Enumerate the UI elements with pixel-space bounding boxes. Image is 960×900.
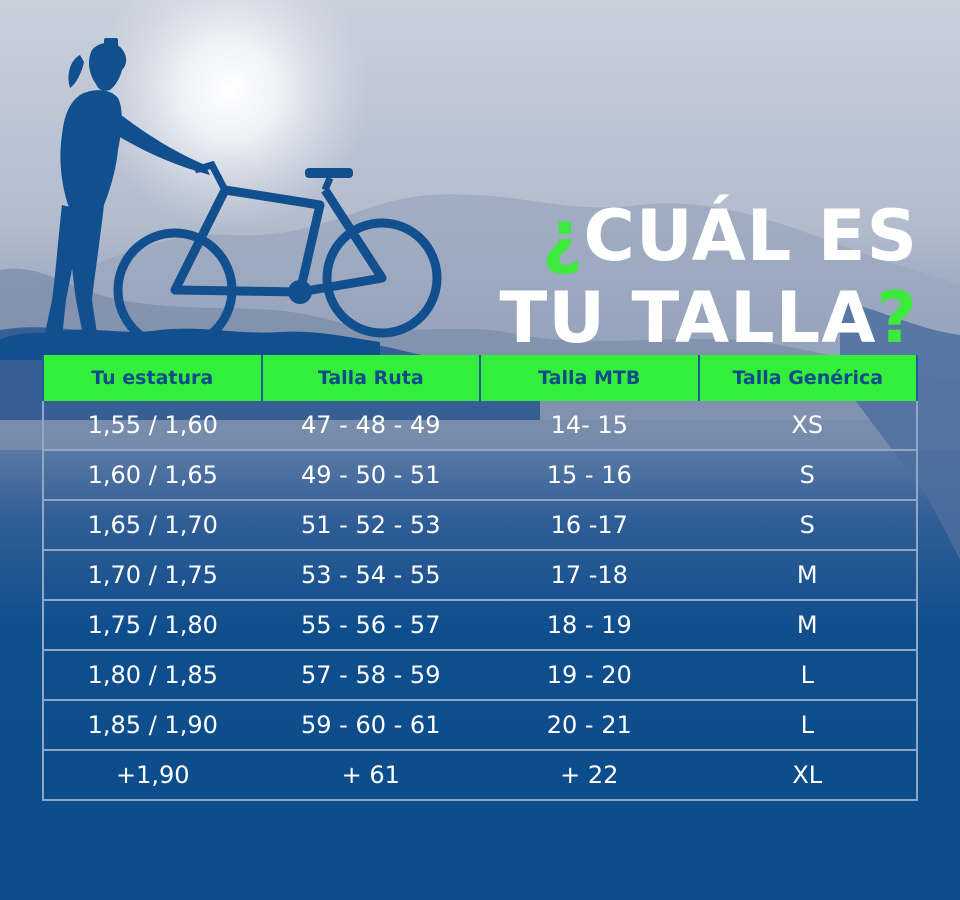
cell-estatura: +1,90 (42, 750, 262, 801)
cell-generica: XL (698, 750, 918, 801)
cell-generica: M (698, 550, 918, 601)
inverted-question-mark: ¿ (541, 195, 584, 277)
cell-estatura: 1,55 / 1,60 (42, 401, 262, 451)
cell-mtb: 15 - 16 (480, 450, 699, 501)
table-row: 1,55 / 1,60 47 - 48 - 49 14- 15 XS (42, 401, 918, 451)
cell-mtb: 19 - 20 (480, 650, 699, 701)
cell-generica: L (698, 700, 918, 751)
cell-estatura: 1,70 / 1,75 (42, 550, 262, 601)
title-line-2-text: TU TALLA (499, 277, 877, 359)
cell-generica: XS (698, 401, 918, 451)
cell-ruta: 47 - 48 - 49 (261, 401, 480, 451)
cell-generica: M (698, 600, 918, 651)
title-line-2: TU TALLA? (500, 277, 918, 359)
cell-mtb: 14- 15 (480, 401, 699, 451)
cyclist-with-bike-silhouette (0, 38, 442, 360)
cell-ruta: 49 - 50 - 51 (261, 450, 480, 501)
cell-ruta: 59 - 60 - 61 (261, 700, 480, 751)
cell-estatura: 1,85 / 1,90 (42, 700, 262, 751)
table-row: 1,65 / 1,70 51 - 52 - 53 16 -17 S (42, 500, 918, 551)
title-line-1: ¿CUÁL ES (500, 195, 918, 277)
cell-mtb: 16 -17 (480, 500, 699, 551)
cell-generica: L (698, 650, 918, 701)
cell-ruta: 57 - 58 - 59 (261, 650, 480, 701)
table-row: 1,70 / 1,75 53 - 54 - 55 17 -18 M (42, 550, 918, 601)
table-row: 1,75 / 1,80 55 - 56 - 57 18 - 19 M (42, 600, 918, 651)
sun-glow (90, 0, 370, 230)
size-chart-table: Tu estatura Talla Ruta Talla MTB Talla G… (42, 355, 918, 801)
table-header-row: Tu estatura Talla Ruta Talla MTB Talla G… (42, 355, 918, 401)
cell-mtb: 17 -18 (480, 550, 699, 601)
table-row: 1,80 / 1,85 57 - 58 - 59 19 - 20 L (42, 650, 918, 701)
cell-estatura: 1,65 / 1,70 (42, 500, 262, 551)
cell-estatura: 1,75 / 1,80 (42, 600, 262, 651)
cell-estatura: 1,80 / 1,85 (42, 650, 262, 701)
header-talla-generica: Talla Genérica (697, 355, 918, 401)
cell-ruta: 53 - 54 - 55 (261, 550, 480, 601)
title-line-1-text: CUÁL ES (583, 195, 918, 277)
cell-ruta: 51 - 52 - 53 (261, 500, 480, 551)
cell-generica: S (698, 450, 918, 501)
question-mark: ? (876, 277, 918, 359)
cell-ruta: 55 - 56 - 57 (261, 600, 480, 651)
header-tu-estatura: Tu estatura (42, 355, 263, 401)
header-talla-ruta: Talla Ruta (260, 355, 481, 401)
table-row: +1,90 + 61 + 22 XL (42, 750, 918, 801)
table-row: 1,85 / 1,90 59 - 60 - 61 20 - 21 L (42, 700, 918, 751)
page-title: ¿CUÁL ES TU TALLA? (500, 195, 918, 359)
cell-mtb: 18 - 19 (480, 600, 699, 651)
cell-generica: S (698, 500, 918, 551)
cell-estatura: 1,60 / 1,65 (42, 450, 262, 501)
cell-ruta: + 61 (261, 750, 480, 801)
cell-mtb: 20 - 21 (480, 700, 699, 751)
cell-mtb: + 22 (480, 750, 699, 801)
table-row: 1,60 / 1,65 49 - 50 - 51 15 - 16 S (42, 450, 918, 501)
header-talla-mtb: Talla MTB (479, 355, 700, 401)
